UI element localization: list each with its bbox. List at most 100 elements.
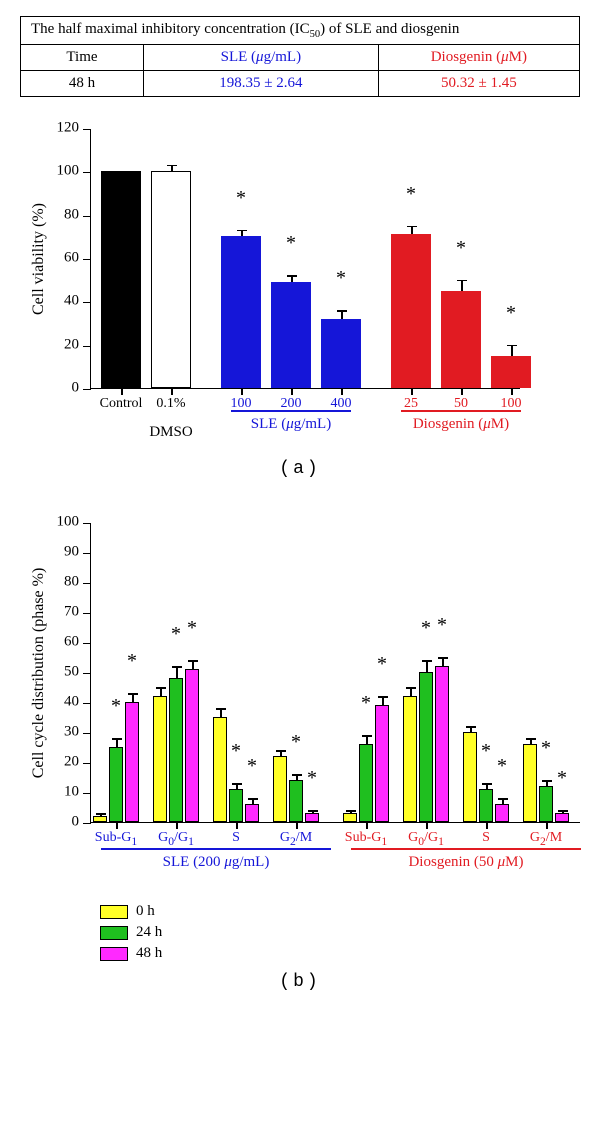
xtick-mark: [461, 388, 463, 395]
group-diosgenin-line: [351, 848, 581, 850]
xtick-mark: [546, 822, 548, 829]
ytick-label: 40: [64, 293, 79, 310]
bar: [151, 171, 191, 388]
significance-star: *: [231, 741, 241, 761]
col-time: Time: [21, 45, 144, 71]
xtick-mark: [116, 822, 118, 829]
error-bar: [546, 780, 548, 786]
significance-star: *: [171, 624, 181, 644]
error-bar: [511, 345, 513, 356]
legend-item: 48 h: [100, 945, 580, 962]
ytick-label: 50: [64, 664, 79, 681]
error-bar: [461, 280, 463, 291]
xtick-mark: [426, 822, 428, 829]
ytick: [83, 673, 91, 674]
group-sle-label: SLE (μg/mL): [251, 416, 331, 433]
legend-b: 0 h24 h48 h: [100, 903, 580, 962]
bar: [391, 234, 431, 388]
error-bar: [382, 696, 384, 705]
ytick-label: 60: [64, 634, 79, 651]
bar: [221, 236, 261, 388]
bar: [321, 319, 361, 388]
error-bar: [470, 726, 472, 732]
error-bar: [530, 738, 532, 744]
xtick-mark: [486, 822, 488, 829]
ytick-label: 0: [72, 380, 80, 397]
bar: [125, 702, 139, 822]
ytick-label: 0: [72, 814, 80, 831]
ytick-label: 20: [64, 754, 79, 771]
group-sle-label: SLE (200 μg/mL): [163, 854, 270, 871]
panel-tag-b: (b): [20, 972, 580, 992]
group-label-dmso: DMSO: [149, 424, 192, 441]
row-dio: 50.32 ± 1.45: [378, 71, 579, 97]
bar: [245, 804, 259, 822]
bar: [539, 786, 553, 822]
xtick-label: S: [232, 830, 240, 846]
error-bar: [100, 813, 102, 816]
xtick-label: Sub-G1: [95, 830, 137, 848]
xtick-label: G0/G1: [158, 830, 194, 848]
col-sle: SLE (μg/mL): [143, 45, 378, 71]
significance-star: *: [307, 768, 317, 788]
xtick-mark: [236, 822, 238, 829]
ytick: [83, 583, 91, 584]
significance-star: *: [541, 738, 551, 758]
ytick: [83, 763, 91, 764]
significance-star: *: [506, 303, 516, 323]
ytick-label: 80: [64, 206, 79, 223]
ytick-label: 90: [64, 544, 79, 561]
bar: [441, 291, 481, 389]
xtick-label: Sub-G1: [345, 830, 387, 848]
error-bar: [132, 693, 134, 702]
legend-swatch: [100, 926, 128, 940]
ytick: [83, 302, 91, 303]
ytick: [83, 346, 91, 347]
error-bar: [192, 660, 194, 669]
ytick-label: 10: [64, 784, 79, 801]
ytick: [83, 389, 91, 390]
bar: [435, 666, 449, 822]
legend-swatch: [100, 905, 128, 919]
ytick-label: 70: [64, 604, 79, 621]
significance-star: *: [406, 184, 416, 204]
error-bar: [486, 783, 488, 789]
significance-star: *: [377, 654, 387, 674]
significance-star: *: [421, 618, 431, 638]
error-bar: [426, 660, 428, 672]
significance-star: *: [247, 756, 257, 776]
bar: [463, 732, 477, 822]
bar: [479, 789, 493, 822]
xtick-mark: [241, 388, 243, 395]
significance-star: *: [361, 693, 371, 713]
significance-star: *: [557, 768, 567, 788]
error-bar: [296, 774, 298, 780]
row-sle: 198.35 ± 2.64: [143, 71, 378, 97]
significance-star: *: [127, 651, 137, 671]
bar: [273, 756, 287, 822]
xtick-label: G2/M: [530, 830, 562, 848]
ytick-label: 60: [64, 250, 79, 267]
ytick: [83, 823, 91, 824]
bar: [359, 744, 373, 822]
xtick-mark: [296, 822, 298, 829]
ylabel-b: Cell cycle distribution (phase %): [30, 567, 48, 778]
bar: [343, 813, 357, 822]
group-sle-line: [231, 410, 351, 412]
group-diosgenin-label: Diosgenin (50 μM): [408, 854, 523, 871]
group-diosgenin-line: [401, 410, 521, 412]
error-bar: [350, 810, 352, 813]
bar: [523, 744, 537, 822]
legend-swatch: [100, 947, 128, 961]
ytick: [83, 703, 91, 704]
xtick-label: 0.1%: [156, 396, 185, 412]
error-bar: [341, 310, 343, 319]
xtick-label: G0/G1: [408, 830, 444, 848]
error-bar: [116, 738, 118, 747]
ytick: [83, 172, 91, 173]
significance-star: *: [111, 696, 121, 716]
ytick: [83, 259, 91, 260]
chart-b-wrap: Cell cycle distribution (phase %)0102030…: [20, 523, 580, 992]
ytick-label: 80: [64, 574, 79, 591]
bar: [153, 696, 167, 822]
